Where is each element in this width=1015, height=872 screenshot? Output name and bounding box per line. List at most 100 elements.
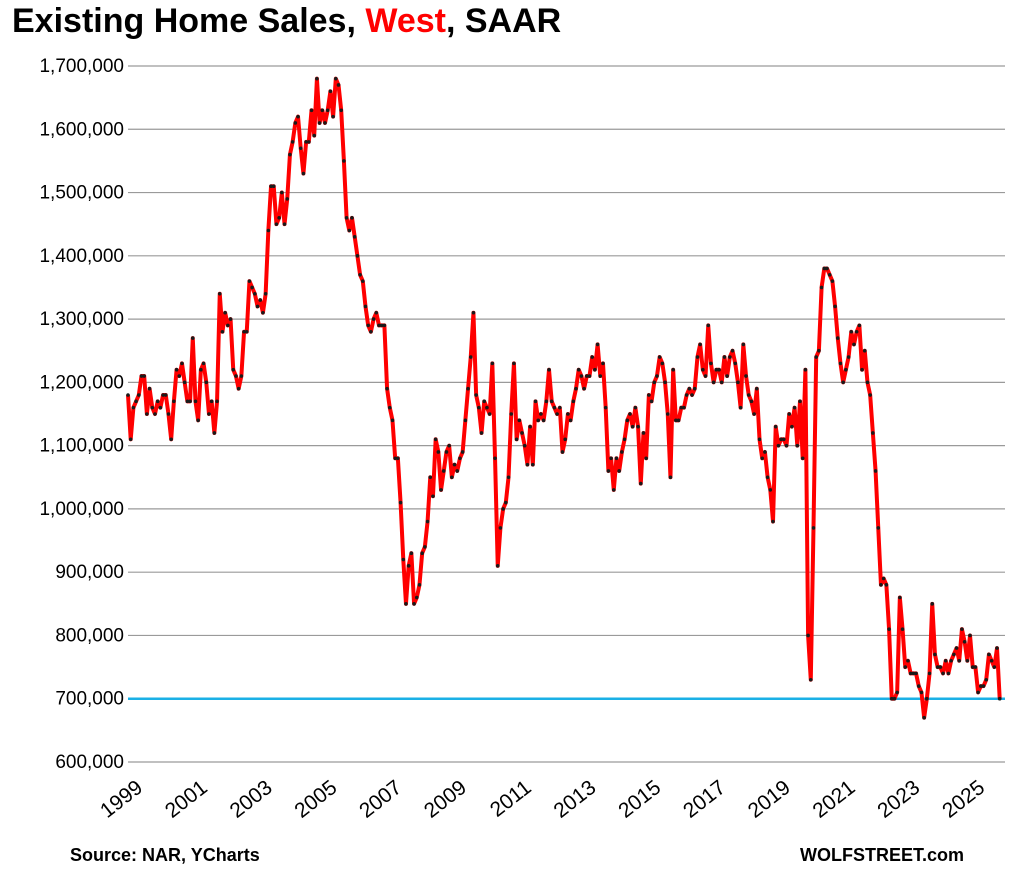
x-tick-label: 2009 [420,776,471,823]
data-point [352,235,357,239]
data-point [903,665,908,669]
data-point [908,671,913,676]
data-point [498,526,503,530]
data-point [541,418,546,423]
data-point [771,519,775,524]
data-point [253,291,257,296]
data-point [709,361,713,366]
data-point [814,355,818,359]
data-point [830,279,835,283]
data-point [226,323,230,328]
data-point [973,665,978,669]
data-point [487,412,492,416]
data-point [444,450,449,454]
data-point [749,399,754,404]
data-point [493,456,497,461]
x-tick-label: 2023 [873,776,924,823]
data-point [849,329,854,334]
data-point [331,114,335,119]
data-point [846,355,851,359]
data-point [414,595,419,600]
data-point [385,386,389,391]
data-point [369,329,373,334]
data-point [517,418,522,423]
data-point [887,627,891,631]
data-point [795,443,800,448]
x-tick-label: 2025 [938,776,989,823]
series-group [126,76,1002,720]
data-point [215,399,219,404]
data-point [782,437,786,442]
data-point [169,437,173,442]
data-point [185,399,190,404]
data-point [290,140,295,144]
y-tick-label: 700,000 [55,689,124,710]
data-point [919,690,924,695]
data-point [603,405,608,410]
data-point [703,374,708,378]
data-point [228,317,233,321]
data-point [779,437,783,442]
data-point [841,380,845,385]
data-point [916,684,921,688]
data-point [563,437,567,442]
data-point [374,310,379,315]
data-point [139,374,144,378]
data-point [722,355,727,359]
data-point [914,671,918,676]
data-point [668,475,673,480]
data-point [765,475,770,480]
y-tick-label: 1,300,000 [39,309,124,330]
data-point [647,393,651,397]
data-point [714,367,719,372]
data-point [871,431,875,435]
data-point [808,677,813,682]
data-point [900,627,905,631]
data-point [611,488,616,492]
data-point [406,564,411,568]
data-point [628,412,632,416]
data-point [819,285,824,290]
data-point [533,399,538,404]
data-point [547,367,551,372]
data-point [684,393,689,397]
data-point [201,361,206,366]
y-tick-label: 800,000 [55,625,124,646]
data-point [128,437,133,442]
data-point [962,639,967,644]
data-point [552,405,557,410]
data-point [571,399,576,404]
data-point [309,108,314,113]
data-point [477,405,481,410]
y-tick-label: 600,000 [55,752,124,773]
data-point [879,583,883,587]
data-point [280,190,284,195]
data-point [361,279,365,283]
data-point [285,197,290,201]
y-tick-label: 1,600,000 [39,119,124,140]
data-point [428,475,433,480]
data-point [242,329,246,334]
data-point [776,443,781,448]
data-point [512,361,516,366]
data-point [690,393,694,397]
data-point [606,469,611,473]
data-point [873,469,878,473]
data-point [250,285,254,290]
data-point [582,386,586,391]
data-point [344,216,349,220]
data-point [166,412,171,416]
data-point [522,443,527,448]
data-point [520,431,524,435]
source-note: Source: NAR, YCharts [70,845,260,865]
data-point [247,279,252,283]
data-point [644,456,648,461]
data-point [768,488,773,492]
data-point [992,665,997,669]
data-point [177,374,182,378]
data-point [479,431,484,435]
data-point [379,323,384,328]
data-point [390,418,395,423]
data-point [255,304,260,309]
title-suffix: , SAAR [445,2,562,40]
